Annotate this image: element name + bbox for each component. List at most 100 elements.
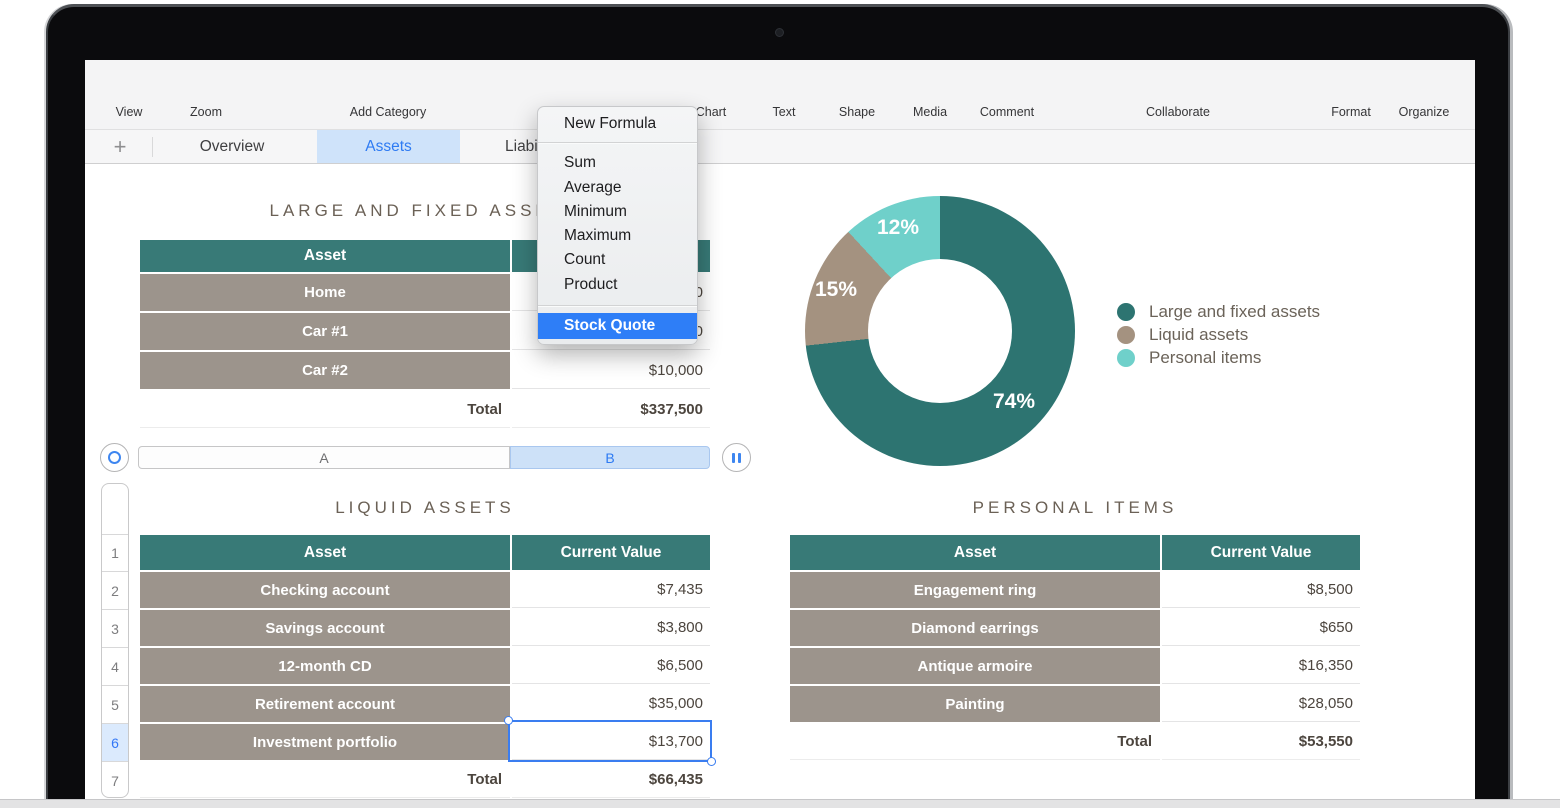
table-row: Painting $28,050 — [790, 686, 1360, 722]
cell-selection-outline — [504, 716, 716, 766]
row-header-1[interactable]: 1 — [102, 534, 128, 571]
value-cell[interactable]: $35,000 — [512, 686, 710, 722]
asset-cell[interactable]: 12-month CD — [140, 648, 510, 684]
asset-cell[interactable]: Car #2 — [140, 352, 510, 389]
add-sheet-button[interactable]: + — [113, 134, 127, 159]
legend-label: Liquid assets — [1149, 324, 1249, 344]
row-header-4[interactable]: 4 — [102, 647, 128, 685]
value-cell-selected[interactable]: $13,700 — [512, 724, 710, 760]
table-row: Retirement account $35,000 — [140, 686, 710, 722]
legend-item: Personal items — [1117, 346, 1320, 369]
table-row: Antique armoire $16,350 — [790, 648, 1360, 684]
asset-cell[interactable]: Engagement ring — [790, 572, 1160, 608]
legend-dot-liquid — [1117, 325, 1135, 344]
asset-cell[interactable]: Retirement account — [140, 686, 510, 722]
asset-cell[interactable]: Car #1 — [140, 313, 510, 350]
liquid-assets-table: Asset Current Value Checking account $7,… — [140, 535, 710, 800]
table-total-row: Total $337,500 — [140, 391, 710, 428]
header-cell-current-value[interactable]: Current Value — [512, 535, 710, 570]
value-cell[interactable]: $7,435 — [512, 572, 710, 608]
asset-cell[interactable]: Antique armoire — [790, 648, 1160, 684]
menu-divider — [538, 142, 697, 143]
legend-label: Personal items — [1149, 347, 1262, 367]
menu-item-sum[interactable]: Sum — [564, 154, 596, 171]
table-row: Engagement ring $8,500 — [790, 572, 1360, 608]
menu-item-minimum[interactable]: Minimum — [564, 202, 627, 220]
menu-item-new-formula[interactable]: New Formula — [564, 115, 657, 132]
table-select-handle[interactable] — [100, 443, 129, 472]
value-cell[interactable]: $8,500 — [1162, 572, 1360, 608]
total-label-cell[interactable]: Total — [140, 762, 510, 798]
slice-label-liquid: 15% — [815, 278, 858, 301]
asset-cell[interactable]: Diamond earrings — [790, 610, 1160, 646]
zoom-label: Zoom — [190, 105, 222, 119]
column-header-b[interactable]: B — [510, 446, 710, 469]
donut-hole — [868, 259, 1012, 403]
menu-item-count[interactable]: Count — [564, 251, 606, 268]
asset-cell[interactable]: Painting — [790, 686, 1160, 722]
large-fixed-assets-title: LARGE AND FIXED ASSETS — [269, 201, 581, 220]
value-cell[interactable]: $3,800 — [512, 610, 710, 646]
row-header-3[interactable]: 3 — [102, 609, 128, 647]
screenshot-bottom-edge — [0, 799, 1560, 808]
total-value-cell[interactable]: $53,550 — [1162, 724, 1360, 760]
row-header-6-selected[interactable]: 6 — [102, 723, 128, 761]
table-total-row: Total $66,435 — [140, 762, 710, 798]
row-header-7[interactable]: 7 — [102, 761, 128, 797]
total-value-cell[interactable]: $66,435 — [512, 762, 710, 798]
total-value-cell[interactable]: $337,500 — [512, 391, 710, 428]
total-label-cell[interactable]: Total — [790, 724, 1160, 760]
value-cell[interactable]: $10,000 — [512, 352, 710, 389]
value-cell[interactable]: $6,500 — [512, 648, 710, 684]
header-cell-asset[interactable]: Asset — [140, 535, 510, 570]
asset-cell[interactable]: Home — [140, 274, 510, 311]
table-row: Diamond earrings $650 — [790, 610, 1360, 646]
table-row: Savings account $3,800 — [140, 610, 710, 646]
row-header-spacer — [102, 484, 128, 534]
header-cell-asset[interactable]: Asset — [140, 240, 510, 272]
liquid-assets-title: LIQUID ASSETS — [335, 498, 515, 517]
asset-cell[interactable]: Investment portfolio — [140, 724, 510, 760]
text-label: Text — [772, 105, 796, 119]
shape-label: Shape — [838, 105, 876, 119]
table-row: Investment portfolio $13,700 — [140, 724, 710, 760]
chart-label: Chart — [695, 105, 727, 119]
menu-item-maximum[interactable]: Maximum — [564, 227, 632, 244]
slice-label-personal: 12% — [877, 216, 920, 239]
tab-assets[interactable]: Assets — [317, 130, 460, 163]
total-label-cell[interactable]: Total — [140, 391, 510, 428]
row-header-5[interactable]: 5 — [102, 685, 128, 723]
legend-label: Large and fixed assets — [1149, 301, 1321, 321]
laptop-camera — [775, 28, 784, 37]
value-cell[interactable]: $16,350 — [1162, 648, 1360, 684]
value-cell[interactable]: $650 — [1162, 610, 1360, 646]
personal-items-title: PERSONAL ITEMS — [972, 498, 1178, 517]
comment-label: Comment — [979, 105, 1035, 119]
asset-cell[interactable]: Checking account — [140, 572, 510, 608]
table-handle-circle-icon — [108, 451, 121, 464]
value-cell[interactable]: $28,050 — [1162, 686, 1360, 722]
menu-item-average[interactable]: Average — [564, 178, 622, 196]
header-cell-current-value[interactable]: Current Value — [1162, 535, 1360, 570]
row-header-2[interactable]: 2 — [102, 571, 128, 609]
table-row: Car #2 $10,000 — [140, 352, 710, 389]
tab-overview[interactable]: Overview — [199, 137, 265, 155]
menu-item-product[interactable]: Product — [564, 275, 618, 293]
personal-items-table: Asset Current Value Engagement ring $8,5… — [790, 535, 1360, 762]
column-header-a[interactable]: A — [138, 446, 510, 469]
selection-handle-bottom-right[interactable] — [707, 757, 716, 766]
add-category-label: Add Category — [349, 105, 427, 119]
header-cell-asset[interactable]: Asset — [790, 535, 1160, 570]
add-column-handle[interactable] — [722, 443, 751, 472]
main-toolbar: 125% — [85, 60, 1475, 161]
menu-item-stock-quote-highlighted[interactable]: Stock Quote — [538, 313, 697, 339]
legend-dot-personal — [1117, 348, 1135, 367]
view-label: View — [115, 105, 143, 119]
table-total-row: Total $53,550 — [790, 724, 1360, 760]
row-number-bar: 1 2 3 4 5 6 7 — [101, 483, 129, 798]
table-header-row: Asset Current Value — [790, 535, 1360, 570]
asset-cell[interactable]: Savings account — [140, 610, 510, 646]
legend-item: Large and fixed assets — [1117, 300, 1320, 323]
selection-handle-top-left[interactable] — [504, 716, 513, 725]
